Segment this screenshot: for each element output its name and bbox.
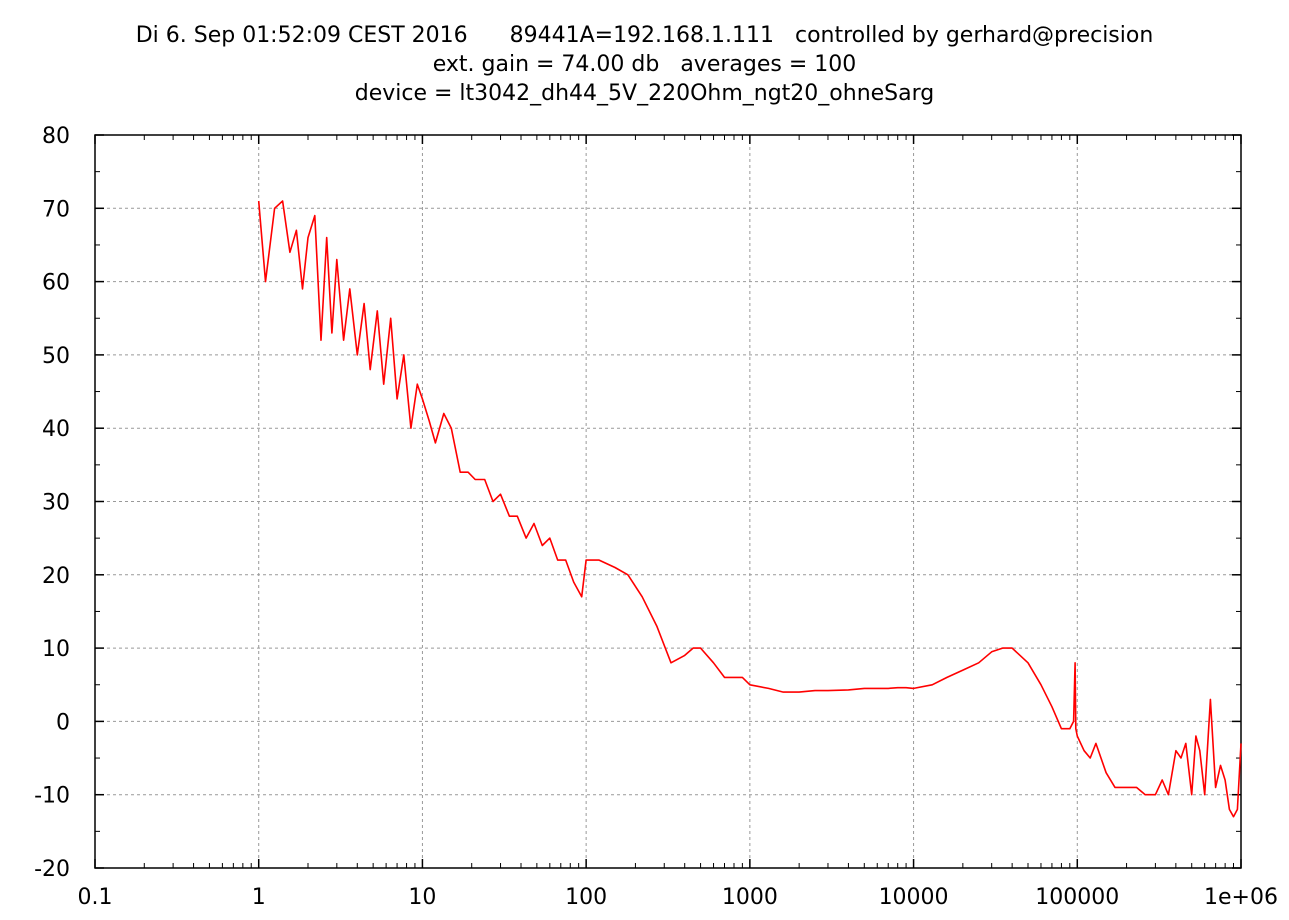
y-tick-label: 20 — [42, 564, 70, 589]
y-tick-label: 60 — [42, 271, 70, 296]
y-tick-label: 70 — [42, 197, 70, 222]
y-tick-label: 10 — [42, 637, 70, 662]
x-tick-label: 10 — [408, 885, 436, 910]
series-line-0 — [257, 200, 1242, 818]
y-tick-label: 80 — [42, 124, 70, 149]
x-tick-label: 1e+06 — [1204, 885, 1278, 910]
plot-frame — [94, 134, 1242, 869]
x-tick-label: 100000 — [1035, 885, 1119, 910]
x-tick-label: 1000 — [722, 885, 778, 910]
y-tick-label: 50 — [42, 344, 70, 369]
x-tick-label: 10000 — [879, 885, 949, 910]
chart-title-line-2: ext. gain = 74.00 db averages = 100 — [432, 52, 857, 77]
y-tick-label: -10 — [34, 784, 70, 809]
x-tick-label: 100 — [565, 885, 607, 910]
y-tick-label: 30 — [42, 491, 70, 516]
y-tick-label: -20 — [34, 857, 70, 882]
x-tick-label: 0.1 — [78, 885, 113, 910]
x-tick-label: 1 — [252, 885, 266, 910]
chart-title-line-3: device = lt3042_dh44_5V_220Ohm_ngt20_ohn… — [354, 81, 935, 106]
chart-title-line-1: Di 6. Sep 01:52:09 CEST 2016 89441A=192.… — [135, 23, 1154, 48]
y-tick-label: 40 — [42, 417, 70, 442]
y-tick-label: 0 — [56, 710, 70, 735]
